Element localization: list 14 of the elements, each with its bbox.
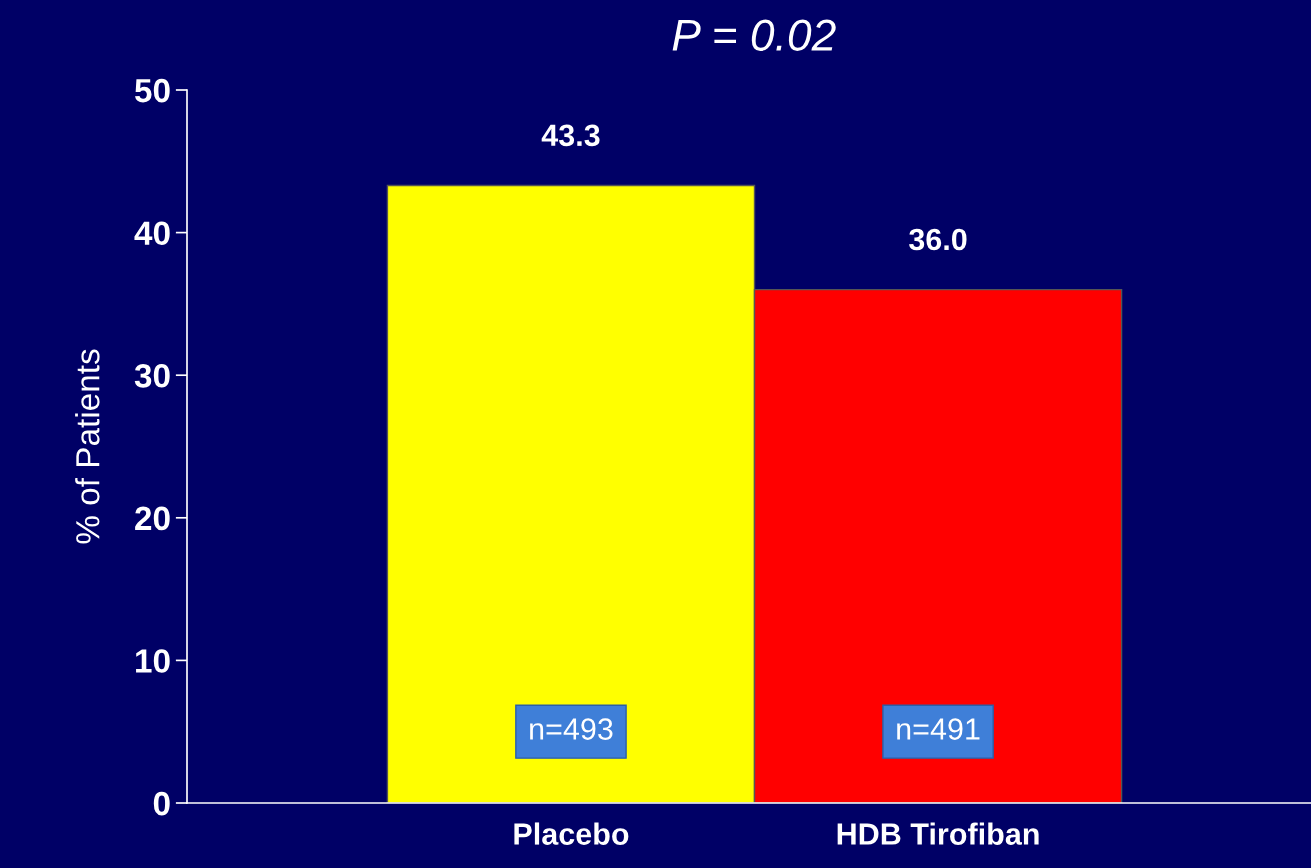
y-tick-label: 30 bbox=[134, 364, 170, 388]
y-tick-label: 0 bbox=[153, 791, 170, 816]
data-label: 43.3 bbox=[541, 124, 600, 147]
y-tick-label: 40 bbox=[134, 221, 170, 246]
annotation: n=491 bbox=[897, 718, 980, 740]
y-tick-label: 10 bbox=[136, 649, 170, 673]
data-label: 36.0 bbox=[909, 228, 967, 251]
annotation: n=493 bbox=[530, 718, 613, 740]
x-tick-label: Placebo bbox=[514, 822, 629, 845]
chart-title: P = 0.02 bbox=[672, 19, 836, 51]
y-axis-title: % of Patients bbox=[75, 349, 100, 544]
y-tick-label: 50 bbox=[134, 78, 170, 103]
x-tick-label: HDB Tirofiban bbox=[837, 822, 1039, 845]
y-tick-label: 20 bbox=[135, 506, 170, 531]
